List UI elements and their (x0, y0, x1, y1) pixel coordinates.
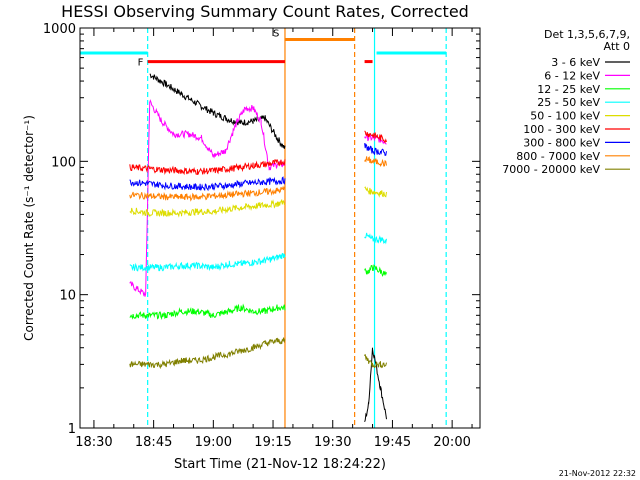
series-line (129, 232, 387, 272)
legend-label: 12 - 25 keV (537, 83, 600, 96)
plot-frame (79, 27, 481, 429)
legend-header: Det 1,3,5,6,7,9, (544, 28, 630, 41)
x-tick-label: 19:00 (195, 435, 232, 450)
series-line (129, 156, 387, 202)
series-line (149, 73, 387, 422)
legend-label: 6 - 12 keV (544, 69, 600, 82)
legend-header: Att 0 (604, 40, 630, 53)
flag-label: F (138, 58, 144, 69)
y-tick-label: 1000 (43, 22, 76, 37)
legend-label: 7000 - 20000 keV (502, 163, 600, 176)
flag-label: S (273, 28, 279, 39)
y-tick-label: 100 (51, 155, 76, 170)
x-axis: 18:30 18:45 19:00 19:15 19:30 19:45 20:00 (75, 28, 473, 450)
timestamp: 21-Nov-2012 22:32 (559, 469, 636, 478)
x-tick-label: 19:30 (314, 435, 351, 450)
series-line (129, 186, 387, 218)
legend-label: 25 - 50 keV (537, 96, 600, 109)
legend-label: 300 - 800 keV (523, 136, 600, 149)
legend-label: 800 - 7000 keV (516, 150, 600, 163)
legend-label: 50 - 100 keV (530, 110, 600, 123)
y-axis: 1 10 100 1000 (43, 22, 480, 437)
x-tick-label: 18:45 (135, 435, 172, 450)
x-tick-label: 19:45 (374, 435, 411, 450)
y-tick-label: 10 (59, 289, 76, 304)
y-axis-label: Corrected Count Rate (s⁻¹ detector⁻¹) (22, 115, 36, 341)
x-axis-label: Start Time (21-Nov-12 18:24:22) (174, 457, 386, 472)
chart-title: HESSI Observing Summary Count Rates, Cor… (61, 2, 469, 21)
series-line (129, 337, 387, 370)
series-line (129, 264, 387, 320)
legend-label: 100 - 300 keV (523, 123, 600, 136)
x-tick-label: 19:15 (254, 435, 291, 450)
x-tick-label: 20:00 (433, 435, 470, 450)
x-tick-label: 18:30 (75, 435, 112, 450)
legend-label: 3 - 6 keV (551, 56, 600, 69)
series-line (129, 143, 387, 192)
y-tick-label: 1 (68, 422, 76, 437)
series-line (129, 130, 387, 176)
